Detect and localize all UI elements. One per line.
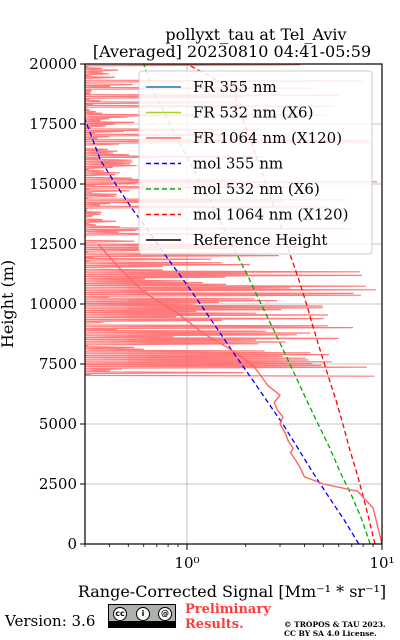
cc-icon: cc <box>113 607 127 621</box>
series-line-fr-1064-nm-x120 <box>97 243 382 544</box>
legend-label: FR 1064 nm (X120) <box>193 129 342 147</box>
sa-icon: @ <box>158 607 172 621</box>
x-axis-label: Range-Corrected Signal [Mm⁻¹ * sr⁻¹] <box>78 582 386 601</box>
legend-label: FR 532 nm (X6) <box>193 104 313 122</box>
y-tick-label: 2500 <box>39 475 77 493</box>
chart-title-line2: [Averaged] 20230810 04:41-05:59 <box>93 42 371 61</box>
legend-box <box>138 70 373 255</box>
y-tick-label: 0 <box>67 535 77 553</box>
axis-ticks: 0 2500 5000 7500 10000 12500 15000 17500 20000 10… <box>29 55 394 572</box>
preliminary-note: Preliminary Results. <box>185 602 271 632</box>
preliminary-line1: Preliminary <box>185 602 271 617</box>
cc-license-logo[interactable]: cc i @ <box>108 604 176 628</box>
legend-label: mol 1064 nm (X120) <box>193 206 348 224</box>
y-tick-label: 17500 <box>29 115 77 133</box>
legend-label: mol 355 nm <box>193 155 283 173</box>
credit-line2: CC BY SA 4.0 License. <box>284 629 377 638</box>
y-tick-label: 12500 <box>29 235 77 253</box>
chart-title-line1: pollyxt_tau at Tel_Aviv <box>165 25 346 44</box>
y-tick-label: 10000 <box>29 295 77 313</box>
credit-line1: © TROPOS & TAU 2023. <box>284 620 386 629</box>
x-tick-label: 10⁰ <box>174 554 199 572</box>
y-tick-label: 5000 <box>39 415 77 433</box>
y-tick-label: 7500 <box>39 355 77 373</box>
y-tick-label: 15000 <box>29 175 77 193</box>
y-tick-label: 20000 <box>29 55 77 73</box>
legend-label: FR 355 nm <box>193 78 277 96</box>
x-tick-label: 10¹ <box>369 554 394 572</box>
cc-logo-strip <box>109 621 175 627</box>
by-icon: i <box>136 607 150 621</box>
legend: FR 355 nm FR 532 nm (X6) FR 1064 nm (X120)… <box>138 70 373 255</box>
preliminary-line2: Results. <box>185 617 244 632</box>
y-axis-label: Height (m) <box>0 260 17 348</box>
version-label: Version: 3.6 <box>5 612 96 630</box>
copyright-credit: © TROPOS & TAU 2023. CC BY SA 4.0 Licens… <box>284 620 386 638</box>
legend-label: mol 532 nm (X6) <box>193 180 320 198</box>
series-line-mol-355-nm <box>85 118 360 544</box>
legend-label: Reference Height <box>193 231 327 249</box>
